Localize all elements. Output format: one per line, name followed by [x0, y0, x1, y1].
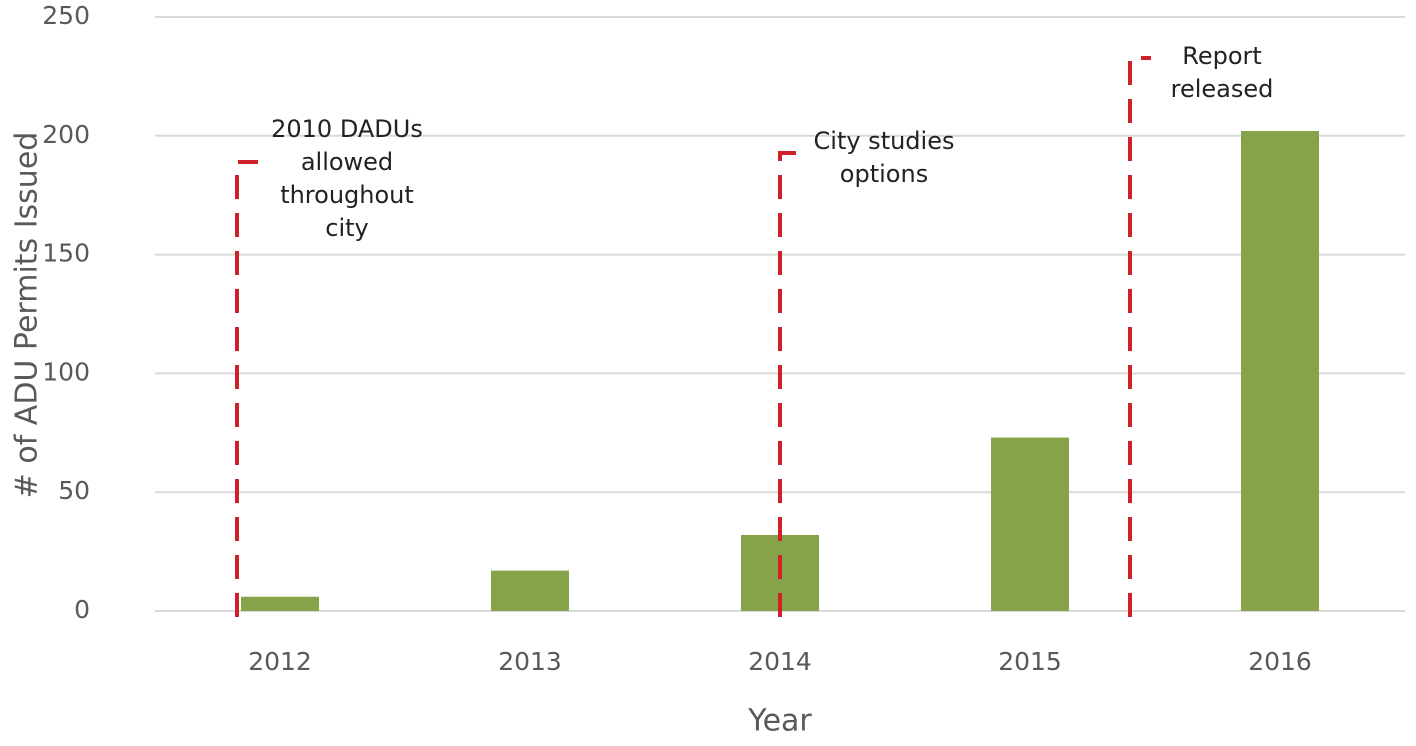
annotation-text: city [325, 214, 368, 242]
annotation-text: Report [1182, 42, 1262, 70]
y-tick-label: 100 [42, 357, 90, 386]
annotation-text: throughout [280, 181, 414, 209]
annotation-line [235, 160, 258, 617]
annotation-text: released [1171, 75, 1274, 103]
annotation-text: 2010 DADUs [271, 115, 423, 143]
x-tick-label: 2016 [1248, 647, 1312, 676]
y-tick-label: 0 [74, 595, 90, 624]
y-tick-label: 250 [42, 1, 90, 30]
bar [241, 596, 319, 611]
bar [1241, 131, 1319, 611]
annotation-text: options [840, 160, 928, 188]
x-tick-label: 2012 [248, 647, 312, 676]
x-tick-label: 2013 [498, 647, 562, 676]
annotation-line [778, 151, 801, 617]
bar [991, 437, 1069, 611]
x-tick-label: 2014 [748, 647, 812, 676]
y-axis-label: # of ADU Permits Issued [10, 132, 45, 499]
bar [491, 570, 569, 611]
y-tick-label: 200 [42, 120, 90, 149]
annotation-text: City studies [814, 127, 955, 155]
annotation-text: allowed [301, 148, 393, 176]
annotation-line [1128, 56, 1151, 617]
y-tick-label: 50 [58, 476, 90, 505]
y-tick-label: 150 [42, 239, 90, 268]
x-tick-label: 2015 [998, 647, 1062, 676]
x-axis-label: Year [747, 704, 812, 739]
